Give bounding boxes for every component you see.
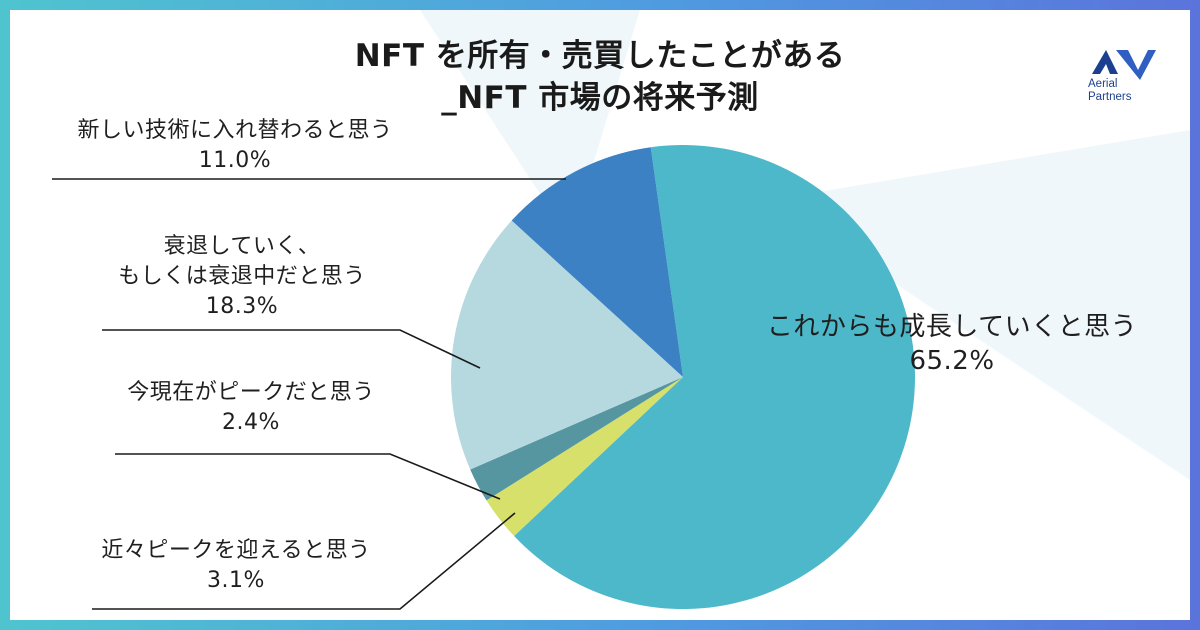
slice-label-growth-text: これからも成長していくと思う xyxy=(766,312,1138,342)
slice-label-peak-soon: 近々ピークを迎えると思う 3.1% xyxy=(76,536,396,596)
leader-line-peak-now xyxy=(115,453,501,500)
logo-text-line2: Partners xyxy=(1088,91,1132,103)
chart-title-line2: _NFT 市場の将来予測 xyxy=(441,80,759,116)
slice-label-new-tech-text: 新しい技術に入れ替わると思う xyxy=(77,118,393,143)
leader-line-peak-soon xyxy=(92,512,516,610)
pie-slice-new-tech xyxy=(511,147,683,377)
slice-label-decline-line2: もしくは衰退中だと思う xyxy=(118,264,366,289)
slice-label-peak-soon-value: 3.1% xyxy=(207,568,265,593)
pie-slice-peak-soon xyxy=(486,377,683,537)
slice-label-peak-now: 今現在がピークだと思う 2.4% xyxy=(106,378,396,438)
pie-slices xyxy=(450,145,916,610)
pie-chart xyxy=(52,145,916,610)
slice-label-decline-line1: 衰退していく、 xyxy=(163,234,321,259)
slice-label-peak-soon-text: 近々ピークを迎えると思う xyxy=(101,538,371,563)
pie-slice-growth xyxy=(514,145,916,610)
slice-label-growth: これからも成長していくと思う 65.2% xyxy=(732,310,1172,378)
slice-label-new-tech: 新しい技術に入れ替わると思う 11.0% xyxy=(40,116,430,176)
slice-label-decline: 衰退していく、 もしくは衰退中だと思う 18.3% xyxy=(92,232,392,322)
logo-text: Aerial Partners xyxy=(1088,78,1131,104)
slice-label-peak-now-value: 2.4% xyxy=(222,410,280,435)
pie-slice-decline xyxy=(450,220,683,470)
chart-title-line1: NFT を所有・売買したことがある xyxy=(354,38,846,74)
pie-slice-peak-now xyxy=(470,377,683,501)
slice-label-decline-value: 18.3% xyxy=(205,294,279,319)
slice-label-growth-value: 65.2% xyxy=(909,346,995,376)
chart-card: NFT を所有・売買したことがある _NFT 市場の将来予測 Aerial Pa… xyxy=(10,10,1190,620)
slice-label-peak-now-text: 今現在がピークだと思う xyxy=(127,380,375,405)
aerial-partners-logo xyxy=(1092,50,1156,80)
slice-label-new-tech-value: 11.0% xyxy=(198,148,272,173)
leader-line-decline xyxy=(102,329,481,369)
logo-text-line1: Aerial xyxy=(1088,78,1118,90)
leader-lines xyxy=(52,178,566,610)
